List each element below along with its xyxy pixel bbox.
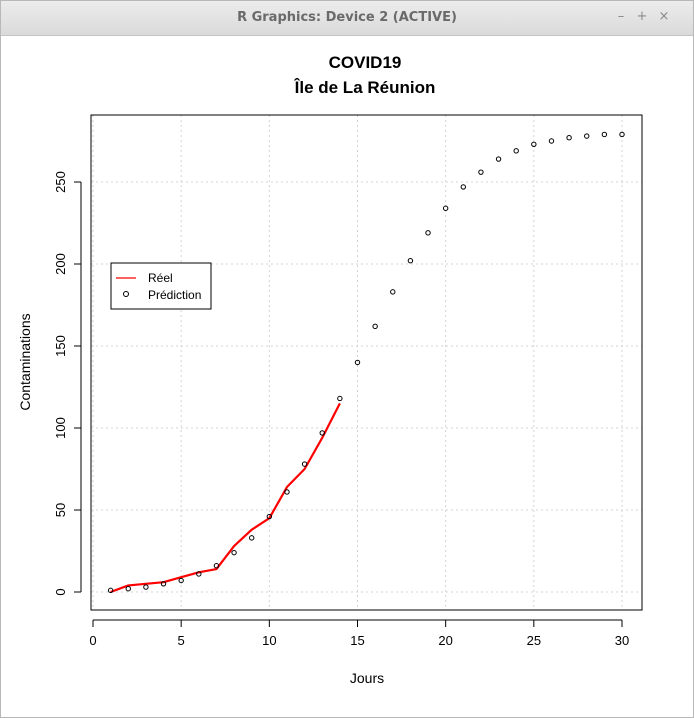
grid-lines (91, 115, 642, 610)
plot-box (90, 114, 643, 611)
prediction-point (478, 169, 484, 175)
prediction-point (125, 586, 131, 592)
y-tick-label: 250 (53, 171, 68, 193)
prediction-point (442, 205, 449, 211)
y-axis: 0 50 100 150 200 250 (53, 171, 82, 596)
prediction-point (566, 135, 572, 141)
y-tick-label: 200 (53, 253, 68, 275)
title-bar[interactable]: R Graphics: Device 2 (ACTIVE) – + × (1, 1, 693, 36)
y-tick-label: 100 (53, 417, 68, 439)
prediction-point (196, 571, 202, 577)
series-layer (107, 131, 625, 594)
prediction-point (372, 323, 378, 330)
legend-label-prediction: Prédiction (148, 288, 201, 302)
legend: Réel Prédiction (110, 262, 212, 310)
window-title: R Graphics: Device 2 (ACTIVE) (237, 10, 457, 25)
plot-canvas: COVID19 Île de La Réunion 0 5 10 15 20 25 30 0… (17, 53, 643, 686)
y-tick-label: 0 (53, 588, 68, 595)
prediction-point (160, 581, 167, 587)
minimize-icon[interactable]: – (617, 9, 625, 24)
prediction-point (390, 289, 396, 295)
prediction-point (284, 489, 290, 495)
x-tick-label: 15 (350, 633, 364, 648)
x-tick-label: 5 (178, 633, 185, 648)
legend-box (110, 262, 212, 310)
x-axis: 0 5 10 15 20 25 30 (89, 619, 629, 648)
prediction-point (495, 156, 502, 162)
prediction-point (354, 359, 361, 366)
x-tick-label: 10 (262, 633, 276, 648)
maximize-icon[interactable]: + (636, 9, 648, 24)
chart-subtitle: Île de La Réunion (294, 78, 436, 97)
series-line-reel (110, 402, 341, 594)
prediction-point (266, 513, 273, 520)
x-tick-label: 20 (438, 633, 452, 648)
prediction-point (319, 430, 325, 436)
prediction-point (231, 549, 237, 556)
x-tick-label: 30 (615, 633, 629, 648)
prediction-point (531, 141, 537, 147)
chart-title: COVID19 (329, 53, 402, 72)
prediction-point (178, 577, 184, 584)
prediction-point (584, 133, 590, 139)
x-axis-label: Jours (350, 670, 384, 686)
y-axis-label: Contaminations (17, 313, 33, 410)
prediction-point (548, 138, 555, 144)
prediction-point (301, 461, 308, 467)
prediction-point (601, 131, 608, 138)
legend-point-marker (123, 291, 129, 297)
prediction-point (425, 230, 431, 236)
prediction-point (213, 563, 220, 569)
prediction-point (460, 184, 466, 190)
x-tick-label: 0 (89, 633, 96, 648)
prediction-point (249, 535, 255, 541)
prediction-point (107, 587, 114, 594)
prediction-point (513, 148, 519, 154)
y-tick-label: 150 (53, 335, 68, 357)
legend-label-reel: Réel (148, 271, 173, 285)
prediction-point (407, 258, 414, 264)
prediction-point (337, 395, 343, 402)
close-icon[interactable]: × (658, 9, 670, 24)
y-tick-label: 50 (53, 503, 68, 517)
prediction-point (619, 131, 625, 138)
x-tick-label: 25 (527, 633, 541, 648)
prediction-point (143, 584, 149, 590)
